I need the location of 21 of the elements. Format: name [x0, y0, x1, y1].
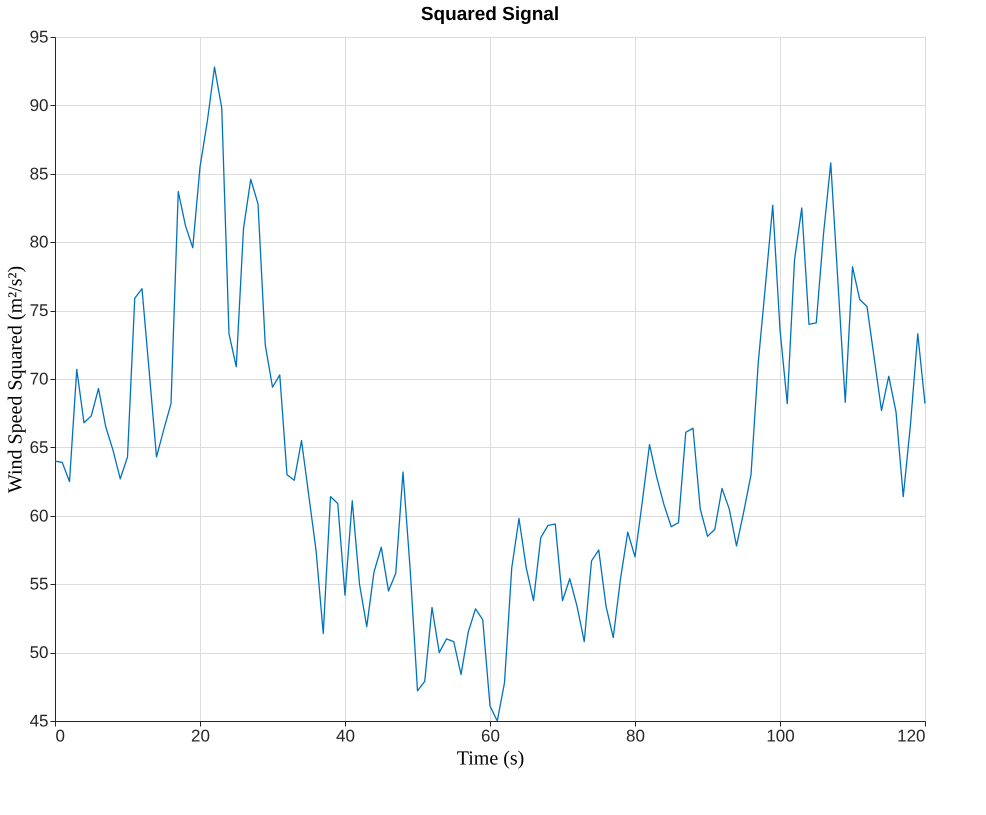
chart-title: Squared Signal	[420, 4, 560, 25]
y-tick-label: 85	[30, 164, 48, 184]
x-tick-label: 40	[336, 726, 355, 746]
x-tick-label: 60	[481, 726, 500, 746]
y-tick-label: 90	[30, 96, 48, 115]
y-tick-label: 65	[30, 438, 48, 457]
y-tick-label: 50	[30, 643, 48, 662]
y-tick-label: 45	[30, 712, 48, 730]
x-tick-label: 20	[191, 726, 210, 746]
x-tick-label: 100	[766, 726, 795, 746]
y-axis-title: Wind Speed Squared (m²/s²)	[4, 266, 27, 494]
y-tick-label: 95	[30, 28, 48, 46]
y-tick-label: 75	[30, 301, 48, 320]
y-tick-label: 80	[30, 232, 48, 252]
x-tick-label: 0	[56, 726, 65, 746]
y-tick-label: 60	[30, 506, 48, 526]
y-tick-label: 55	[30, 574, 48, 594]
x-axis-title: Time (s)	[456, 748, 524, 770]
x-tick-label: 80	[626, 726, 645, 746]
y-tick-label: 70	[30, 370, 48, 388]
x-tick-label: 120	[897, 726, 926, 746]
